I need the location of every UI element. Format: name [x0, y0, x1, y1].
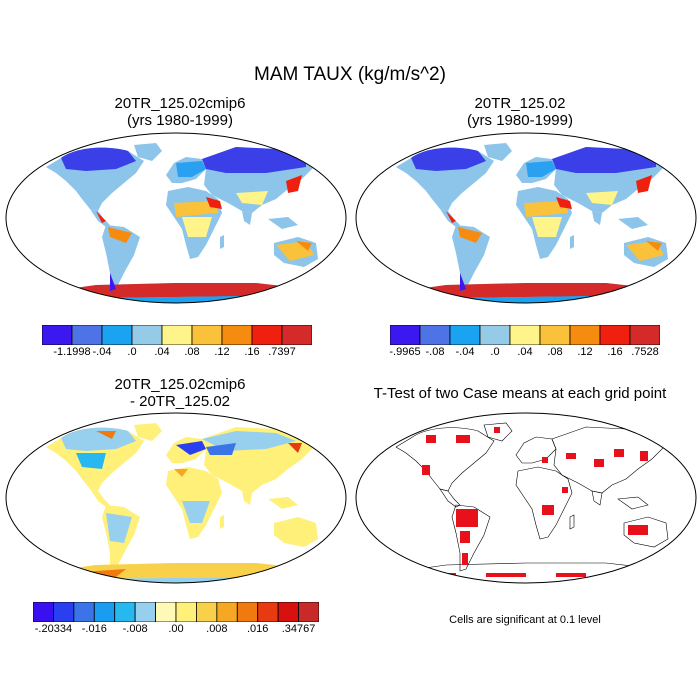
map-panel-2 — [355, 132, 697, 304]
colorbar-1-swatch — [221, 324, 253, 346]
colorbar-3 — [32, 601, 320, 623]
colorbar-3-swatch — [155, 601, 177, 623]
map-border — [5, 412, 347, 584]
panel-3-title: 20TR_125.02cmip6 - 20TR_125.02 — [30, 376, 330, 410]
colorbar-1-label: -.04 — [92, 346, 112, 358]
colorbar-3-swatch — [175, 601, 197, 623]
colorbar-3-swatch — [32, 601, 54, 623]
colorbar-1-swatch — [131, 324, 163, 346]
colorbar-3-swatch — [196, 601, 218, 623]
map-panel-3 — [5, 412, 347, 584]
panel-1-title: 20TR_125.02cmip6 (yrs 1980-1999) — [30, 95, 330, 129]
colorbar-3-label: -.008 — [122, 623, 148, 635]
colorbar-3-swatch — [114, 601, 136, 623]
panel-4-title-line1: T-Test of two Case means at each grid po… — [373, 385, 667, 402]
colorbar-2-labels: -.9965 -.08 -.04 .0 .04 .08 .12 .16 .7528 — [389, 346, 660, 362]
colorbar-3-label: .008 — [206, 623, 228, 635]
figure-title: MAM TAUX (kg/m/s^2) — [254, 64, 446, 85]
panel-3-title-line1: 20TR_125.02cmip6 — [114, 376, 246, 393]
significance-note: Cells are significant at 0.1 level — [449, 614, 601, 626]
colorbar-1-swatch — [101, 324, 133, 346]
colorbar-2-label: -.08 — [425, 346, 445, 358]
colorbar-3-swatch — [236, 601, 259, 623]
colorbar-1-label: .16 — [244, 346, 260, 358]
colorbar-1-label: .0 — [127, 346, 137, 358]
colorbar-3-swatch — [216, 601, 238, 623]
colorbar-1-labels: -1.1998 -.04 .0 .04 .08 .12 .16 .7397 — [42, 346, 312, 362]
colorbar-1-swatch — [41, 324, 73, 346]
colorbar-2-label: .16 — [607, 346, 623, 358]
colorbar-1-label: .04 — [154, 346, 170, 358]
colorbar-2-label: -.04 — [455, 346, 475, 358]
colorbar-2-label: .12 — [577, 346, 593, 358]
colorbar-1-label: .12 — [214, 346, 230, 358]
colorbar-3-swatch — [257, 601, 279, 623]
panel-2-title-line1: 20TR_125.02 — [474, 95, 566, 112]
colorbar-3-labels: -.20334 -.016 -.008 .00 .008 .016 .34767 — [33, 623, 319, 639]
colorbar-1-label: .7397 — [268, 346, 296, 358]
map-border — [355, 412, 697, 584]
colorbar-1-label: .08 — [184, 346, 200, 358]
panel-4-title: T-Test of two Case means at each grid po… — [340, 385, 700, 402]
colorbar-1-swatch — [71, 324, 103, 346]
map-border — [5, 132, 347, 304]
map-border — [355, 132, 697, 304]
colorbar-1-swatch — [251, 324, 283, 346]
colorbar-2-label: .08 — [547, 346, 563, 358]
colorbar-2 — [389, 324, 661, 346]
colorbar-1 — [41, 324, 313, 346]
colorbar-2-label: -.9965 — [389, 346, 421, 358]
colorbar-2-swatch — [539, 324, 571, 346]
panel-3-title-line2: - 20TR_125.02 — [129, 393, 231, 410]
colorbar-3-swatch — [134, 601, 156, 623]
colorbar-1-swatch — [281, 324, 313, 346]
panel-1-title-line1: 20TR_125.02cmip6 — [114, 95, 246, 112]
colorbar-3-swatch — [277, 601, 299, 623]
colorbar-1-label: -1.1998 — [53, 346, 91, 358]
colorbar-2-swatch — [479, 324, 511, 346]
colorbar-3-swatch — [53, 601, 75, 623]
colorbar-1-swatch — [191, 324, 223, 346]
colorbar-2-label: .04 — [517, 346, 533, 358]
colorbar-3-label: -.016 — [81, 623, 107, 635]
colorbar-2-swatch — [509, 324, 541, 346]
colorbar-3-swatch — [73, 601, 95, 623]
map-panel-4 — [355, 412, 697, 584]
colorbar-2-label: .7528 — [631, 346, 659, 358]
colorbar-2-swatch — [599, 324, 631, 346]
panel-2-title: 20TR_125.02 (yrs 1980-1999) — [370, 95, 670, 129]
colorbar-1-swatch — [161, 324, 193, 346]
colorbar-3-label: .00 — [168, 623, 184, 635]
colorbar-3-swatch — [298, 601, 320, 623]
colorbar-2-swatch — [419, 324, 451, 346]
colorbar-3-label: .34767 — [281, 623, 316, 635]
panel-2-title-line2: (yrs 1980-1999) — [467, 112, 573, 129]
colorbar-2-swatch — [569, 324, 601, 346]
significance-cells — [416, 427, 648, 577]
colorbar-3-label: .016 — [246, 623, 269, 635]
colorbar-3-swatch — [93, 601, 116, 623]
colorbar-2-swatch — [449, 324, 481, 346]
colorbar-2-swatch — [629, 324, 661, 346]
colorbar-3-label: -.20334 — [34, 623, 73, 635]
map-panel-1 — [5, 132, 347, 304]
colorbar-2-label: .0 — [490, 346, 500, 358]
panel-1-title-line2: (yrs 1980-1999) — [127, 112, 233, 129]
colorbar-2-swatch — [389, 324, 421, 346]
